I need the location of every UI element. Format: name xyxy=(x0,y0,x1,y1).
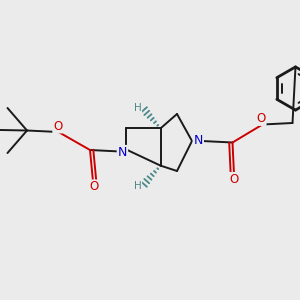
Text: N: N xyxy=(194,134,203,147)
Text: N: N xyxy=(118,146,127,159)
Text: H: H xyxy=(134,103,141,113)
Text: O: O xyxy=(90,180,99,194)
Text: O: O xyxy=(230,173,238,186)
Text: O: O xyxy=(256,112,266,125)
Text: O: O xyxy=(53,119,62,133)
Text: H: H xyxy=(134,181,141,191)
